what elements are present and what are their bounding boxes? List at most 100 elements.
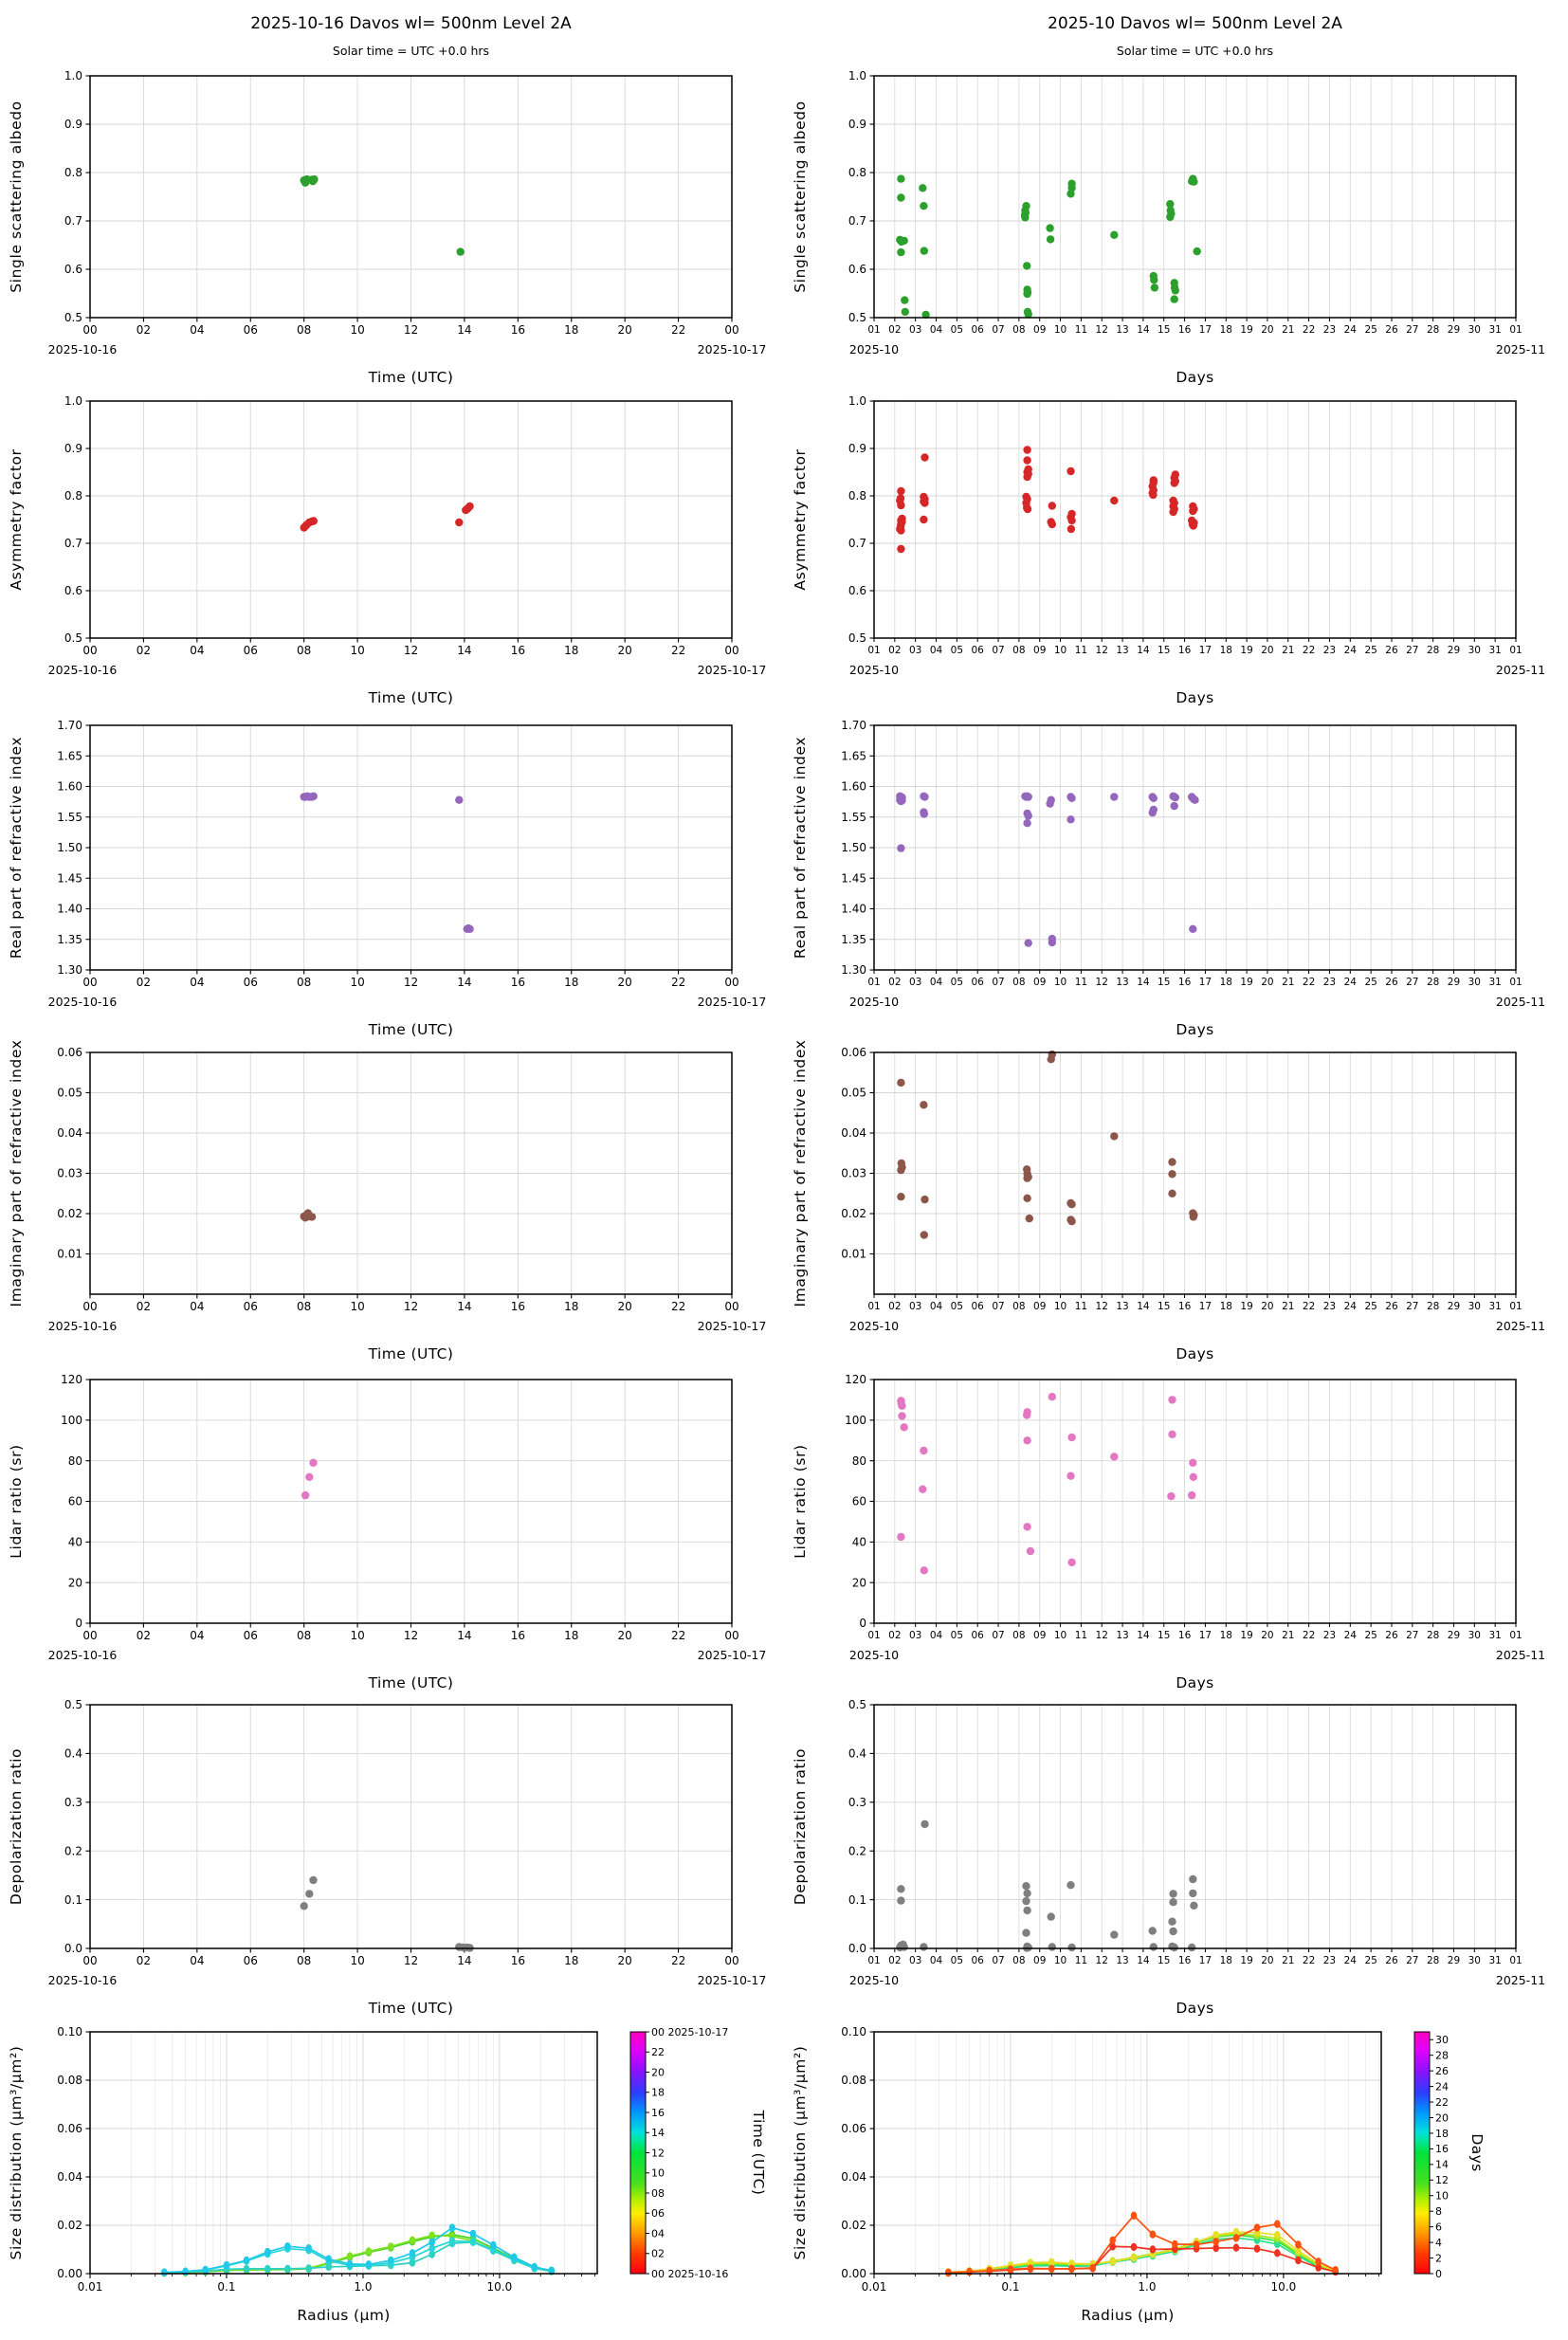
svg-text:16: 16 bbox=[511, 644, 525, 657]
svg-text:02: 02 bbox=[137, 1954, 151, 1967]
plot-ssa-monthly: 2025-10 Davos wl= 500nm Level 2A Solar ti… bbox=[792, 14, 1545, 386]
svg-text:60: 60 bbox=[68, 1495, 82, 1508]
svg-text:1.35: 1.35 bbox=[841, 933, 866, 946]
svg-text:0.6: 0.6 bbox=[848, 584, 866, 597]
svg-text:18: 18 bbox=[564, 323, 578, 337]
real-monthly-point bbox=[898, 796, 906, 805]
imag-monthly-point bbox=[1067, 1216, 1076, 1226]
asym-monthly-point bbox=[1023, 504, 1032, 514]
svg-text:1.0: 1.0 bbox=[848, 69, 866, 82]
lidar-monthly-point bbox=[898, 1401, 906, 1411]
plot-sizedist-monthly: 0.01 0.1 1.0 10.0 0.00 0.02 0.04 0.06 0.08 0.10 Si… bbox=[792, 2025, 1486, 2324]
svg-text:07: 07 bbox=[992, 645, 1004, 656]
lidar-daily-x-label: Time (UTC) bbox=[368, 1674, 454, 1691]
ssa-monthly-point bbox=[921, 310, 930, 320]
sizedist-daily-data-points bbox=[161, 2223, 555, 2277]
svg-text:12: 12 bbox=[404, 323, 418, 337]
real-daily-y-label: Real part of refractive index bbox=[8, 737, 25, 959]
plot-asym-monthly: 01 02 03 04 05 06 07 08 09 10 11 12 13 14 15 16 17 18 19 20… bbox=[792, 394, 1545, 706]
imag-monthly-point bbox=[897, 1165, 905, 1175]
svg-text:11: 11 bbox=[1075, 977, 1087, 988]
svg-text:02: 02 bbox=[888, 645, 901, 656]
ssa-monthly-point bbox=[1023, 262, 1031, 270]
svg-text:00 2025-10-16: 00 2025-10-16 bbox=[651, 2268, 728, 2280]
svg-text:22: 22 bbox=[1435, 2096, 1449, 2109]
svg-text:01: 01 bbox=[1509, 645, 1522, 656]
svg-text:16: 16 bbox=[1178, 645, 1192, 656]
depol-monthly-point bbox=[1022, 1929, 1030, 1937]
sizedist-daily-series-marker bbox=[202, 2265, 209, 2275]
svg-text:02: 02 bbox=[137, 1300, 151, 1313]
ssa-monthly-subtitle: Solar time = UTC +0.0 hrs bbox=[1117, 44, 1273, 58]
svg-text:12: 12 bbox=[1096, 324, 1108, 336]
depol-monthly-point bbox=[1169, 1890, 1177, 1898]
svg-text:6: 6 bbox=[1435, 2221, 1442, 2233]
svg-text:01: 01 bbox=[1509, 1301, 1522, 1312]
svg-text:08: 08 bbox=[297, 644, 311, 657]
svg-text:16: 16 bbox=[1435, 2143, 1449, 2155]
svg-text:0.06: 0.06 bbox=[57, 1046, 82, 1059]
svg-text:16: 16 bbox=[1178, 1301, 1192, 1312]
ssa-monthly-point bbox=[1150, 283, 1159, 292]
real-monthly-point bbox=[1189, 924, 1197, 933]
ssa-monthly-point bbox=[1067, 190, 1075, 198]
svg-text:29: 29 bbox=[1448, 1630, 1460, 1641]
svg-text:15: 15 bbox=[1158, 977, 1170, 988]
sizedist-monthly-x-label: Radius (µm) bbox=[1081, 2307, 1174, 2324]
svg-text:22: 22 bbox=[1303, 977, 1315, 988]
asym-monthly-ticks: 01 02 03 04 05 06 07 08 09 10 11 12 13 14 15 16 17 18 19 20… bbox=[848, 394, 1545, 677]
svg-text:1.45: 1.45 bbox=[841, 871, 866, 885]
svg-text:22: 22 bbox=[671, 1300, 685, 1313]
sizedist-daily-series-line-4 bbox=[164, 2226, 552, 2274]
svg-text:08: 08 bbox=[297, 1954, 311, 1967]
svg-text:14: 14 bbox=[457, 1629, 471, 1642]
depol-daily-point bbox=[309, 1875, 318, 1885]
lidar-monthly-point bbox=[1023, 1411, 1031, 1419]
svg-text:0.02: 0.02 bbox=[841, 1207, 866, 1220]
svg-text:26: 26 bbox=[1385, 1955, 1398, 1966]
svg-text:0.9: 0.9 bbox=[848, 118, 866, 131]
svg-text:02: 02 bbox=[888, 977, 901, 988]
asym-monthly-point bbox=[897, 544, 905, 554]
lidar-daily-date-right: 2025-10-17 bbox=[698, 1648, 767, 1662]
svg-text:08: 08 bbox=[1012, 1301, 1025, 1312]
svg-text:0.04: 0.04 bbox=[57, 1126, 82, 1140]
asym-daily-axes-frame bbox=[89, 400, 733, 639]
ssa-monthly-point bbox=[919, 184, 927, 192]
svg-text:1.55: 1.55 bbox=[841, 811, 866, 824]
svg-text:0.1: 0.1 bbox=[217, 2280, 235, 2294]
real-monthly-point bbox=[1170, 801, 1178, 811]
depol-daily-y-label: Depolarization ratio bbox=[8, 1748, 25, 1905]
svg-text:20: 20 bbox=[618, 1629, 632, 1642]
svg-text:13: 13 bbox=[1116, 1301, 1128, 1312]
ssa-daily-axes-frame bbox=[89, 75, 733, 319]
svg-text:0.3: 0.3 bbox=[848, 1796, 866, 1809]
depol-daily-ticks: 00 02 04 06 08 10 12 14 16 18 20 22 00 2025-10-16 2025… bbox=[48, 1698, 767, 1987]
svg-text:22: 22 bbox=[671, 976, 685, 989]
svg-text:22: 22 bbox=[671, 1629, 685, 1642]
svg-text:16: 16 bbox=[511, 323, 525, 337]
svg-text:29: 29 bbox=[1448, 1301, 1460, 1312]
svg-text:04: 04 bbox=[190, 1954, 204, 1967]
svg-text:06: 06 bbox=[972, 645, 985, 656]
imag-daily-date-left: 2025-10-16 bbox=[48, 1319, 118, 1333]
plot-depol-monthly: 01 02 03 04 05 06 07 08 09 10 11 12 13 14 15 16 17 18 19 20… bbox=[792, 1698, 1545, 2017]
sizedist-daily-series-marker bbox=[305, 2244, 313, 2253]
svg-text:0.5: 0.5 bbox=[64, 631, 82, 645]
svg-text:40: 40 bbox=[68, 1536, 82, 1549]
svg-text:21: 21 bbox=[1282, 324, 1294, 336]
svg-text:00: 00 bbox=[82, 644, 97, 657]
svg-text:10.0: 10.0 bbox=[487, 2280, 513, 2294]
real-monthly-point bbox=[1171, 793, 1180, 802]
sizedist-monthly-series-marker bbox=[1109, 2242, 1116, 2251]
svg-text:10: 10 bbox=[350, 1954, 364, 1967]
sizedist-daily-series-marker bbox=[448, 2223, 456, 2232]
depol-monthly-y-label: Depolarization ratio bbox=[792, 1748, 809, 1905]
svg-text:04: 04 bbox=[190, 644, 204, 657]
ssa-monthly-point bbox=[901, 307, 909, 317]
svg-text:0.3: 0.3 bbox=[64, 1796, 82, 1809]
sizedist-monthly-series-marker bbox=[1212, 2231, 1219, 2239]
svg-text:01: 01 bbox=[867, 977, 880, 988]
asym-monthly-point bbox=[1110, 496, 1119, 505]
